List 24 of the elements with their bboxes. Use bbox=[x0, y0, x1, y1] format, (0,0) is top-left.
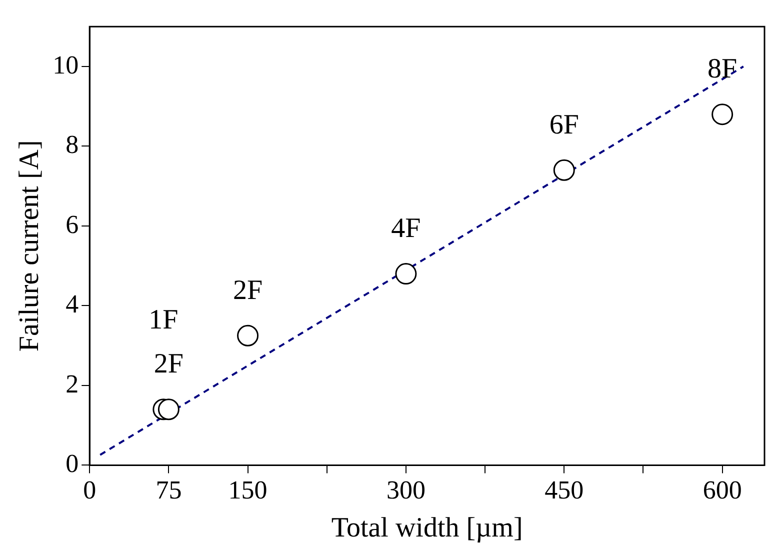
y-axis-title: Failure current [A] bbox=[14, 140, 46, 352]
x-tick-label: 150 bbox=[228, 476, 268, 505]
y-tick-label: 0 bbox=[66, 449, 79, 478]
annotation: 2F bbox=[154, 348, 184, 380]
x-tick-label: 450 bbox=[544, 476, 584, 505]
y-tick-label: 4 bbox=[66, 290, 79, 319]
x-tick-label: 600 bbox=[702, 476, 742, 505]
point bbox=[712, 104, 734, 126]
point bbox=[158, 398, 180, 420]
y-tick-label: 8 bbox=[66, 130, 79, 160]
x-tick-label: 300 bbox=[386, 476, 426, 505]
annotation: 4F bbox=[391, 213, 421, 244]
point bbox=[395, 263, 417, 285]
y-tick-label: 10 bbox=[52, 50, 79, 80]
point bbox=[553, 159, 575, 181]
y-tick-label: 6 bbox=[66, 210, 79, 239]
annotation: 8F bbox=[708, 54, 738, 85]
annotation: 2F bbox=[232, 274, 263, 306]
annotation: 6F bbox=[549, 110, 579, 140]
annotation: 1F bbox=[148, 304, 178, 336]
y-tick-label: 2 bbox=[66, 369, 79, 398]
x-tick-label: 75 bbox=[156, 476, 182, 505]
x-axis-title: Total width [µm] bbox=[331, 512, 523, 544]
point bbox=[237, 324, 259, 346]
